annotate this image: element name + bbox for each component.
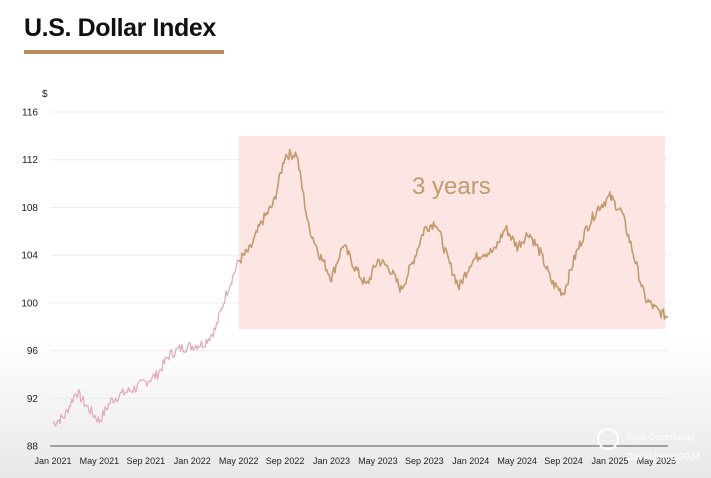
x-tick-label: Jan 2024	[452, 456, 489, 466]
annotation-label: 3 years	[412, 173, 491, 200]
y-tick-label: 112	[22, 155, 38, 166]
x-tick-label: Jan 2021	[34, 456, 71, 466]
background-fade	[0, 340, 711, 478]
series-line-layer	[52, 148, 669, 427]
axis-layer: Jan 2021 May 2021 Sep 2021 Jan 2022 May 2022…	[34, 445, 677, 466]
y-tick-label: 96	[27, 346, 39, 357]
x-tick-label: May 2024	[497, 456, 537, 466]
y-tick-label: 104	[21, 251, 38, 262]
series-line-range	[238, 148, 669, 320]
x-tick-label: Sep 2022	[266, 456, 305, 466]
x-tick-label: May 2023	[358, 456, 398, 466]
x-tick-label: Jan 2025	[591, 456, 628, 466]
y-tick-label: 108	[21, 203, 38, 214]
x-tick-label: Jan 2022	[174, 456, 211, 466]
x-tick-label: Sep 2021	[127, 456, 166, 466]
x-tick-label: Sep 2024	[544, 456, 583, 466]
watermark-user: DavidJenny2024	[626, 452, 701, 463]
three-year-highlight	[238, 135, 665, 330]
x-tick-label: Jan 2023	[313, 456, 350, 466]
y-tick-label: 88	[27, 442, 39, 453]
page-title: U.S. Dollar Index	[24, 14, 216, 42]
x-tick-label: May 2025	[637, 456, 677, 466]
x-tick-label: May 2022	[219, 456, 259, 466]
series-line-pre	[52, 259, 240, 427]
x-tick-label: May 2021	[80, 456, 120, 466]
y-axis-unit: $	[42, 89, 48, 100]
x-tick-label: Sep 2023	[405, 456, 444, 466]
y-tick-label: 100	[21, 298, 38, 309]
y-tick-label: 116	[22, 108, 38, 119]
tiger-logo-icon	[597, 428, 619, 450]
y-tick-label: 92	[27, 394, 39, 405]
title-underline	[24, 50, 224, 54]
watermark-community: Tiger Community	[626, 432, 695, 442]
